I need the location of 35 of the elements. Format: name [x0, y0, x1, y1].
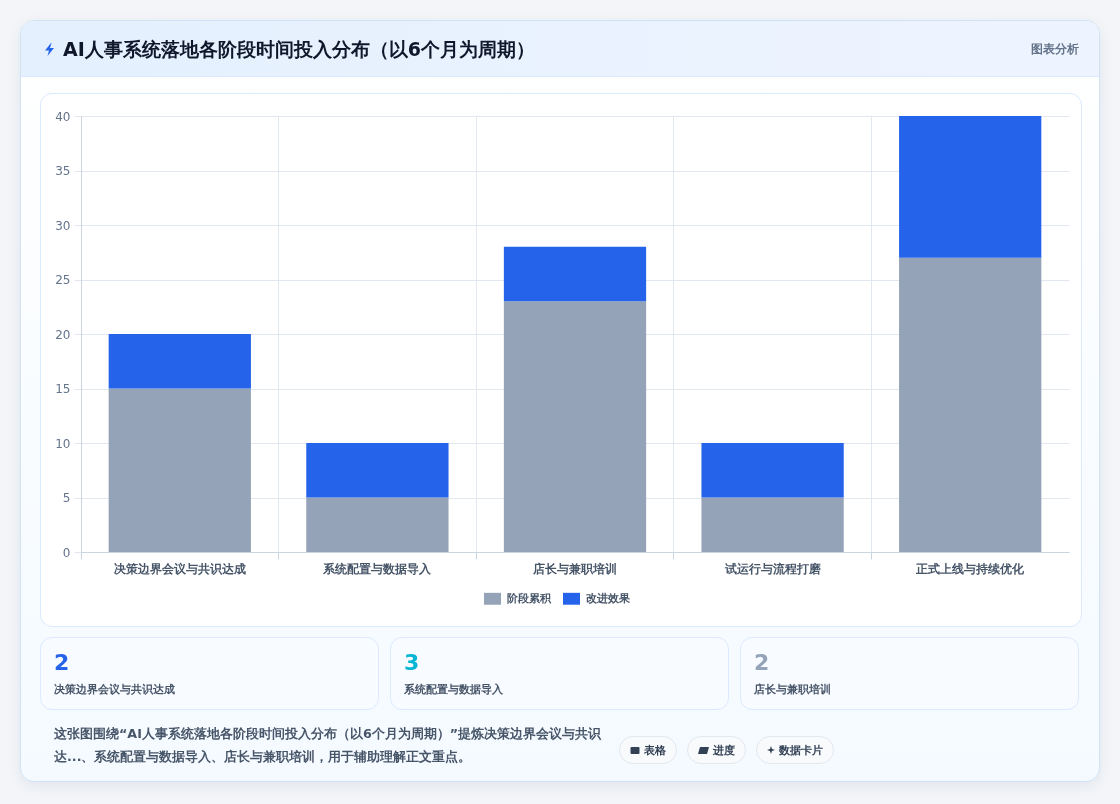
y-tick-label: 15 — [55, 382, 71, 396]
bar — [108, 388, 251, 552]
y-tick-label: 30 — [55, 218, 71, 233]
x-tick-label: 系统配置与数据导入 — [322, 561, 433, 576]
legend-label: 改进效果 — [586, 591, 631, 605]
y-tick-label: 20 — [55, 327, 71, 342]
y-tick-label: 35 — [55, 164, 71, 178]
x-tick-label: 正式上线与持续优化 — [915, 561, 1026, 576]
y-tick-label: 5 — [62, 491, 71, 505]
text: 表格 — [644, 742, 666, 758]
x-tick-label: 试运行与流程打磨 — [723, 561, 822, 576]
stat-card: 3 系统配置与数据导入 — [390, 637, 729, 710]
text: 进度 — [713, 742, 735, 758]
chart-title: AI人事系统落地各阶段时间投入分布（以6个月为周期） — [63, 37, 535, 62]
bar — [701, 497, 844, 552]
stat-card: 2 决策边界会议与共识达成 — [40, 637, 379, 710]
bar — [899, 257, 1042, 552]
y-tick-label: 25 — [55, 273, 71, 287]
bar — [899, 116, 1042, 258]
bar — [503, 246, 647, 302]
y-tick-label: 10 — [55, 436, 71, 451]
bar — [108, 334, 251, 389]
y-tick-label: 40 — [55, 109, 71, 124]
text: 图表分析 — [1031, 41, 1079, 58]
legend-label: 阶段累积 — [507, 591, 552, 605]
y-tick-label: 0 — [62, 545, 71, 560]
bar — [306, 443, 449, 498]
bar — [306, 497, 449, 552]
x-tick-label: 决策边界会议与共识达成 — [113, 561, 246, 576]
text: 这张图围绕“AI人事系统落地各阶段时间投入分布（以6个月为周期）”提炼决策边界会议与共识达...、系统配置与数据导入、店长与兼职培训，用于辅助理解正文重点。 — [54, 725, 603, 766]
stat-card: 2 店长与兼职培训 — [740, 637, 1079, 710]
x-tick-label: 店长与兼职培训 — [532, 561, 617, 576]
text: 数据卡片 — [779, 742, 823, 758]
bar — [701, 443, 844, 498]
bar — [503, 301, 647, 552]
